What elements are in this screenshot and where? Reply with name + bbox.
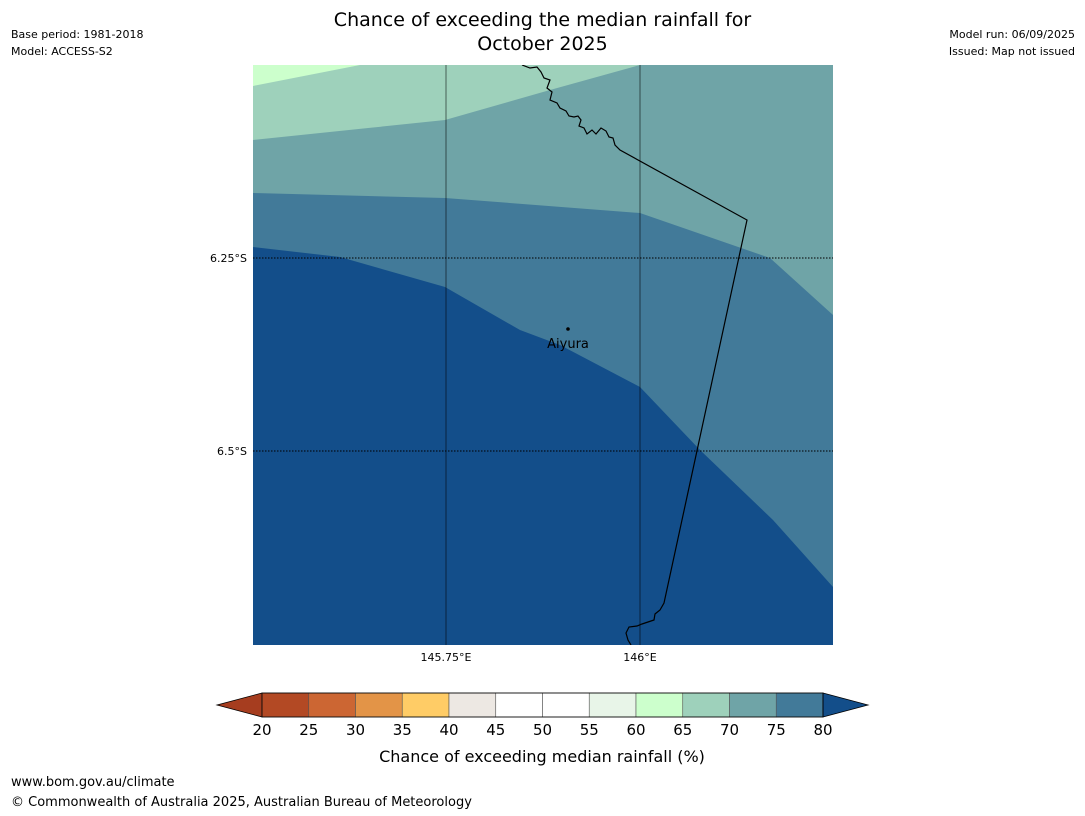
country-border (521, 65, 748, 645)
issued-label: Issued: Map not issued (948, 45, 1075, 58)
model-label: Model: ACCESS-S2 (11, 45, 113, 58)
colorbar-segment (495, 692, 543, 718)
colorbar-segment (729, 692, 777, 718)
colorbar-tick-label: 60 (626, 721, 645, 739)
colorbar-tick-label: 65 (673, 721, 692, 739)
colorbar-segment (682, 692, 730, 718)
aiyura-label: Aiyura (547, 337, 589, 352)
colorbar: 20 25 30 35 40 45 50 55 60 65 70 75 80 (215, 692, 870, 739)
colorbar-tick-label: 50 (533, 721, 552, 739)
colorbar-tick-label: 55 (580, 721, 599, 739)
lat-label-6-25: 6.25°S (210, 252, 247, 265)
colorbar-segment (308, 692, 356, 718)
colorbar-tick-label: 80 (813, 721, 832, 739)
aiyura-marker (566, 327, 570, 331)
colorbar-tick-label: 75 (767, 721, 786, 739)
colorbar-tick-label: 40 (439, 721, 458, 739)
footer-copyright: © Commonwealth of Australia 2025, Austra… (11, 795, 472, 810)
map-title: Chance of exceeding the median rainfall … (333, 9, 752, 55)
lat-label-6-5: 6.5°S (217, 445, 247, 458)
colorbar-tick-label: 35 (393, 721, 412, 739)
colorbar-tick-label: 25 (299, 721, 318, 739)
colorbar-segment (635, 692, 684, 718)
rainfall-map: Aiyura (253, 65, 833, 645)
colorbar-segment (261, 692, 310, 718)
meta-right: Model run: 06/09/2025 Issued: Map not is… (949, 26, 1075, 60)
band-75-80 (253, 65, 833, 315)
colorbar-segment (401, 692, 450, 718)
lon-label-146: 146°E (623, 651, 656, 664)
colorbar-tick-label: 30 (346, 721, 365, 739)
colorbar-segment (775, 692, 824, 718)
colorbar-segment (448, 692, 497, 718)
colorbar-tick-label: 70 (720, 721, 739, 739)
colorbar-segment (355, 692, 403, 718)
footer-url[interactable]: www.bom.gov.au/climate (11, 775, 175, 790)
lon-label-145-75: 145.75°E (421, 651, 472, 664)
model-run-label: Model run: 06/09/2025 (949, 28, 1075, 41)
colorbar-tick-label: 20 (252, 721, 271, 739)
colorbar-outline (261, 692, 824, 718)
colorbar-tick-label: 45 (486, 721, 505, 739)
band-65-70 (253, 65, 360, 86)
colorbar-segment (588, 692, 637, 718)
colorbar-segment (542, 692, 590, 718)
colorbar-extend-low (215, 692, 263, 718)
colorbar-label: Chance of exceeding median rainfall (%) (379, 747, 705, 766)
colorbar-extend-high (822, 692, 870, 718)
base-period-label: Base period: 1981-2018 (11, 28, 144, 41)
meta-left: Base period: 1981-2018 Model: ACCESS-S2 (11, 26, 143, 60)
